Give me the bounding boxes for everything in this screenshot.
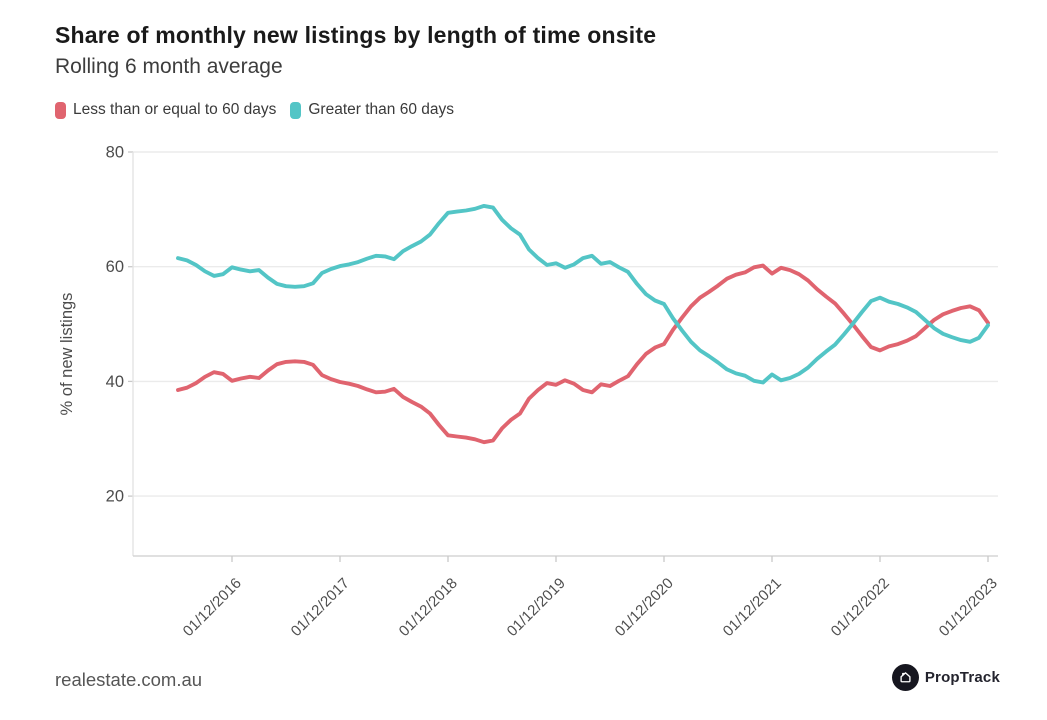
legend-swatch-red (55, 101, 66, 119)
y-tick-label-20: 20 (106, 488, 124, 506)
legend-label-gt-60-days: Greater than 60 days (308, 101, 454, 118)
chart-line-lte-60-days (176, 263, 990, 445)
x-tick-label-01/12/2019: 01/12/2019 (504, 575, 569, 640)
x-tick-label-01/12/2016: 01/12/2016 (180, 575, 245, 640)
proptrack-logo: PropTrack (891, 664, 1000, 691)
line-chart: 80 60 40 20 01/12/2016 01/12/2017 01/12/2018 01… (58, 144, 1001, 640)
legend-label-lte-60-days: Less than or equal to 60 days (73, 101, 277, 118)
x-tick-label-01/12/2020: 01/12/2020 (612, 575, 677, 640)
footer-site-label: realestate.com.au (55, 669, 203, 690)
legend-item-gt-60-days: Greater than 60 days (290, 101, 454, 119)
chart-line-gt-60-days (176, 203, 990, 385)
proptrack-logo-text: PropTrack (924, 669, 1000, 686)
x-tick-label-01/12/2017: 01/12/2017 (288, 575, 353, 640)
proptrack-house-icon (891, 664, 919, 691)
x-tick-label-01/12/2021: 01/12/2021 (720, 575, 785, 640)
y-tick-label-40: 40 (106, 373, 124, 391)
legend-item-lte-60-days: Less than or equal to 60 days (55, 101, 276, 119)
x-tick-label-01/12/2023: 01/12/2023 (936, 575, 1001, 640)
x-tick-label-01/12/2022: 01/12/2022 (828, 575, 893, 640)
page-subtitle: Rolling 6 month average (55, 55, 283, 78)
y-tick-label-80: 80 (106, 144, 124, 162)
page-title: Share of monthly new listings by length … (55, 22, 657, 48)
chart-legend: Less than or equal to 60 days Greater th… (55, 101, 454, 119)
legend-swatch-teal (290, 101, 302, 119)
y-axis-title: % of new listings (58, 293, 76, 416)
y-tick-label-60: 60 (106, 258, 124, 276)
x-tick-label-01/12/2018: 01/12/2018 (396, 575, 461, 640)
